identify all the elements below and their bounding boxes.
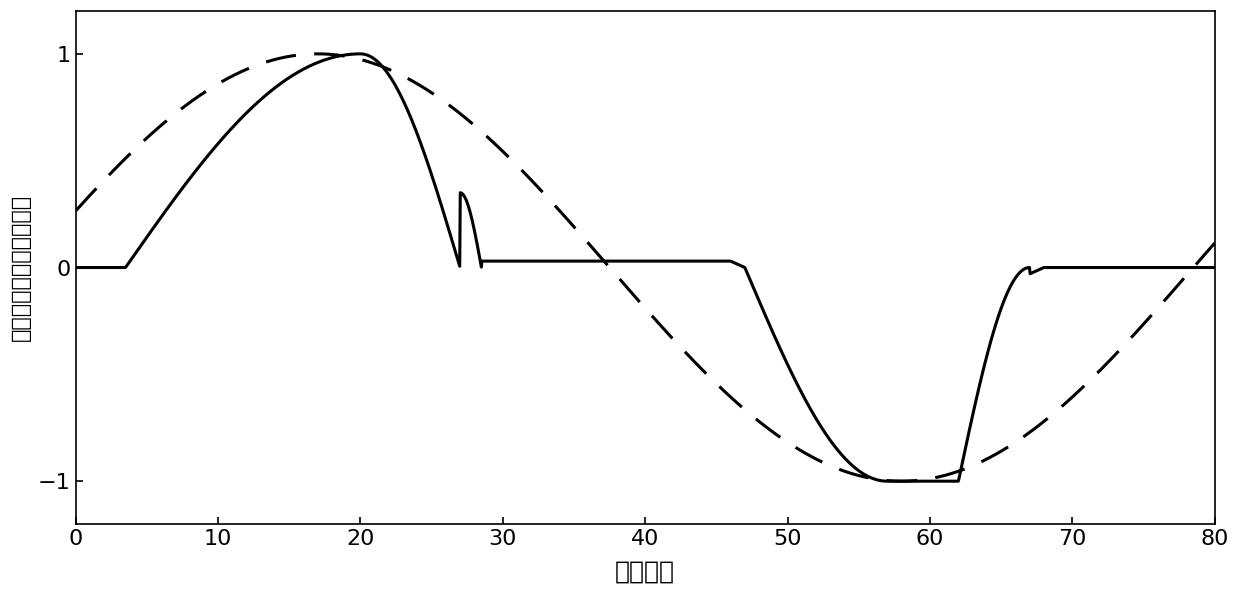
Y-axis label: 归一化差流与标准正弦波: 归一化差流与标准正弦波 [11,194,31,341]
X-axis label: 采样点数: 采样点数 [615,560,676,584]
